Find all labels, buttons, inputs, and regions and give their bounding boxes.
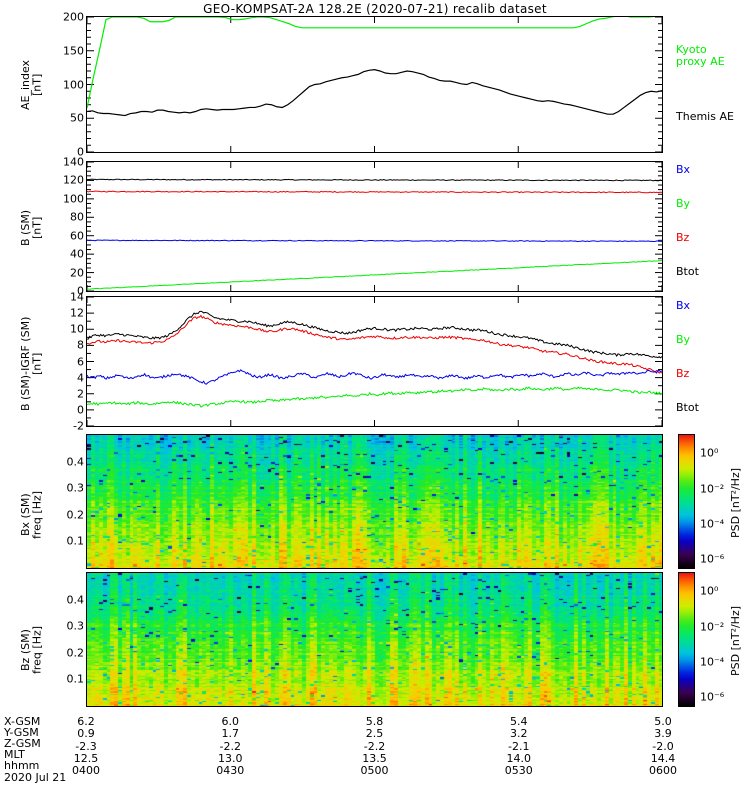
panel2-legend-bz: Bz xyxy=(676,231,690,244)
xaxis-value-mlt: 14.0 xyxy=(506,751,532,765)
ytick-label: 0.3 xyxy=(66,481,85,495)
panel5-colorbar-label: PSD [nT²/Hz] xyxy=(729,605,742,676)
panel2-legend-by: By xyxy=(676,197,691,210)
colorbar-tick-label: 10⁻⁶ xyxy=(700,690,725,704)
colorbar-tick-label: 10⁻⁶ xyxy=(700,552,725,566)
colorbar-tick-label: 10⁻⁴ xyxy=(700,517,725,531)
xaxis-value-z-gsm: -2.3 xyxy=(75,739,97,753)
xaxis-value-hhmm: 0600 xyxy=(649,764,677,778)
xaxis-value-hhmm: 0430 xyxy=(216,764,245,778)
xaxis-value-x-gsm: 5.4 xyxy=(510,715,528,728)
xaxis-value-y-gsm: 3.9 xyxy=(654,727,672,741)
figure-title: GEO-KOMPSAT-2A 128.2E (2020-07-21) recal… xyxy=(203,2,547,16)
xaxis-column: 5.0 3.9 -2.0 14.4 0600 xyxy=(628,715,698,778)
panel3-legend-btot: Btot xyxy=(676,401,699,414)
xaxis-row-label-xgsm: X-GSM xyxy=(4,715,41,728)
ytick-label: 2 xyxy=(77,387,84,401)
ytick-label: 40 xyxy=(70,247,84,261)
ytick-label: 14 xyxy=(70,290,84,304)
ytick-label: 10 xyxy=(70,322,84,336)
xaxis-row-label-ygsm: Y-GSM xyxy=(4,726,39,739)
xaxis-value-mlt: 13.0 xyxy=(218,751,243,765)
panel-b-sm-minus-igrf xyxy=(86,296,663,427)
panel3-legend-by: By xyxy=(676,333,691,346)
colorbar-tick-label: 10⁻² xyxy=(700,620,725,634)
xaxis-value-z-gsm: -2.2 xyxy=(363,739,386,753)
colorbar-tick-label: 10⁻² xyxy=(700,482,725,496)
xaxis-row-label-zgsm: Z-GSM xyxy=(4,737,41,750)
ytick-label: 0.1 xyxy=(66,534,85,548)
panel-ae-index xyxy=(86,16,663,153)
ytick-label: 50 xyxy=(70,111,84,125)
xaxis-value-mlt: 12.5 xyxy=(73,751,99,765)
panel4-colorbar-label: PSD [nT²/Hz] xyxy=(729,467,742,538)
panel-b-sm xyxy=(86,161,663,292)
xaxis-value-hhmm: 0530 xyxy=(504,764,533,778)
panel5-colorbar xyxy=(678,572,695,707)
xaxis-value-y-gsm: 2.5 xyxy=(365,727,384,741)
panel3-legend-bz: Bz xyxy=(676,367,690,380)
colorbar-tick-label: 10⁰ xyxy=(700,584,719,598)
xaxis-value-mlt: 13.5 xyxy=(362,751,387,765)
ytick-label: 100 xyxy=(63,78,84,91)
ytick-label: -2 xyxy=(73,419,84,433)
xaxis-value-hhmm: 0500 xyxy=(360,764,389,778)
ytick-label: 4 xyxy=(77,371,84,385)
panel2-legend-btot: Btot xyxy=(676,265,699,278)
xaxis-column: 6.2 0.9 -2.3 12.5 0400 xyxy=(51,715,121,778)
ytick-label: 0.4 xyxy=(66,455,85,469)
ytick-label: 100 xyxy=(63,192,84,206)
ytick-label: 0 xyxy=(77,145,84,159)
xaxis-value-x-gsm: 6.0 xyxy=(221,715,240,728)
panel2-ylabel: B (SM) [nT] xyxy=(19,209,44,246)
ytick-label: 6 xyxy=(77,355,84,368)
ytick-label: 60 xyxy=(70,229,84,243)
xaxis-value-y-gsm: 3.2 xyxy=(510,727,528,741)
xaxis-row-label-mlt: MLT xyxy=(4,748,25,761)
ytick-label: 0.3 xyxy=(66,619,85,633)
ytick-label: 120 xyxy=(63,173,84,187)
ytick-label: 0 xyxy=(77,403,84,417)
xaxis-value-z-gsm: -2.2 xyxy=(219,739,241,753)
ytick-label: 0 xyxy=(77,284,84,298)
xaxis-date-label: 2020 Jul 21 xyxy=(4,771,67,784)
xaxis-value-z-gsm: -2.1 xyxy=(508,739,530,753)
ytick-label: 0.2 xyxy=(66,508,85,522)
xaxis-column: 6.0 1.7 -2.2 13.0 0430 xyxy=(195,715,265,778)
xaxis-column: 5.8 2.5 -2.2 13.5 0500 xyxy=(340,715,410,778)
ytick-label: 0.1 xyxy=(66,672,85,686)
panel1-legend-themis: Themis AE xyxy=(676,110,734,123)
xaxis-row-label-hhmm: hhmm xyxy=(4,759,40,772)
ytick-label: 12 xyxy=(70,306,84,320)
panel4-colorbar xyxy=(678,434,695,569)
ytick-label: 20 xyxy=(70,266,84,280)
panel-bz-spectrogram xyxy=(86,572,663,707)
panel1-legend-kyoto: Kyoto proxy AE xyxy=(676,43,725,69)
ytick-label: 8 xyxy=(77,338,84,352)
xaxis-value-mlt: 14.4 xyxy=(650,751,676,765)
ytick-label: 150 xyxy=(63,44,84,58)
ytick-label: 200 xyxy=(63,10,84,24)
panel2-legend-bx: Bx xyxy=(676,163,691,176)
xaxis-value-x-gsm: 5.8 xyxy=(365,715,384,728)
xaxis-value-x-gsm: 5.0 xyxy=(654,715,672,728)
xaxis-value-y-gsm: 1.7 xyxy=(221,727,240,741)
xaxis-value-x-gsm: 6.2 xyxy=(77,715,95,728)
panel3-legend-bx: Bx xyxy=(676,299,691,312)
ytick-label: 0.4 xyxy=(66,593,85,607)
xaxis-value-y-gsm: 0.9 xyxy=(77,727,95,741)
ytick-label: 0.2 xyxy=(66,646,85,660)
xaxis-value-z-gsm: -2.0 xyxy=(652,739,674,753)
xaxis-column: 5.4 3.2 -2.1 14.0 0530 xyxy=(484,715,554,778)
panel-bx-spectrogram xyxy=(86,434,663,569)
ytick-label: 140 xyxy=(63,155,84,169)
colorbar-tick-label: 10⁻⁴ xyxy=(700,655,725,669)
ytick-label: 80 xyxy=(70,210,84,224)
colorbar-tick-label: 10⁰ xyxy=(700,446,719,460)
xaxis-value-hhmm: 0400 xyxy=(72,764,100,778)
